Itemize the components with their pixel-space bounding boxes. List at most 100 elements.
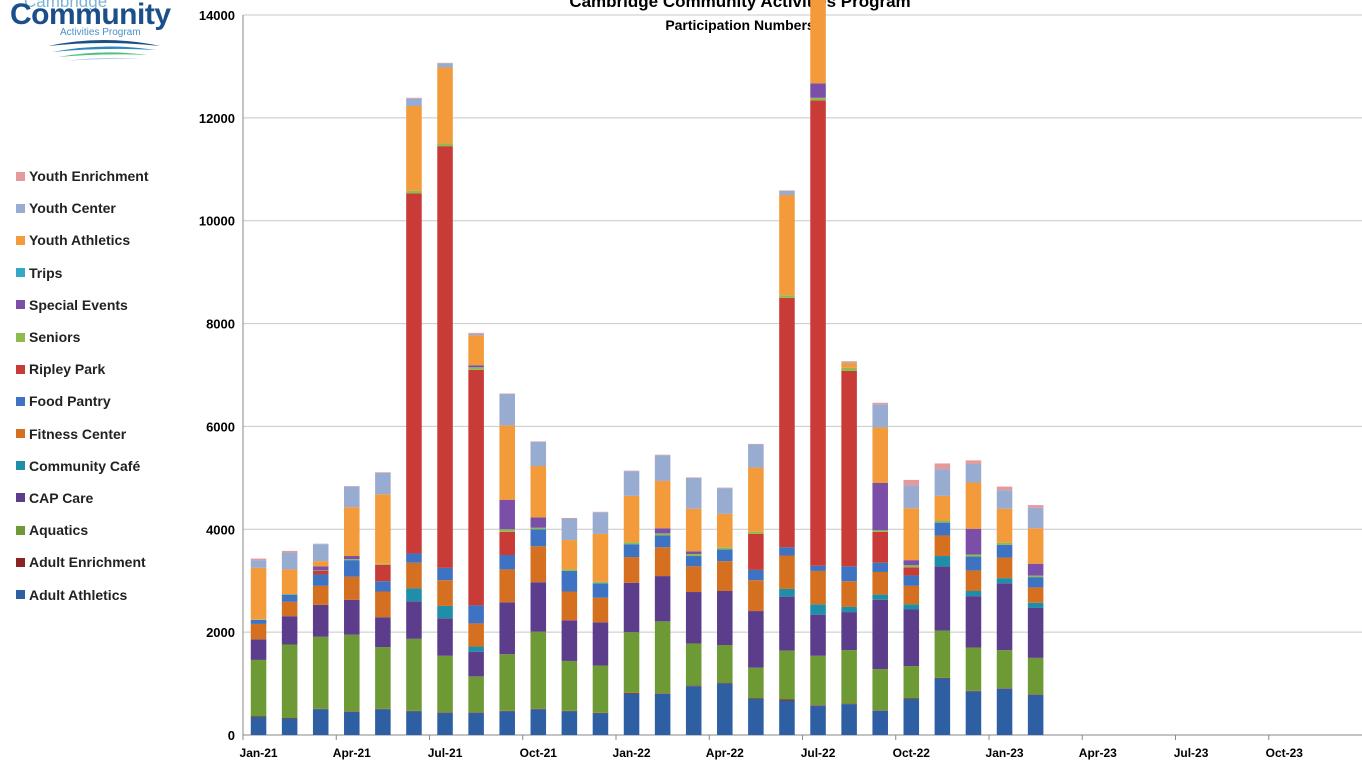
bar-segment-adult-enrichment	[375, 708, 391, 710]
bar-segment-cap-care	[406, 601, 422, 639]
bar-segment-youth-enrichment	[437, 62, 453, 64]
bar-segment-adult-enrichment	[312, 708, 329, 710]
bar-segment-youth-athletics	[903, 508, 920, 561]
bar-segment-cap-care	[437, 618, 453, 656]
legend-swatch	[16, 493, 25, 503]
bar-segment-youth-enrichment	[1027, 505, 1044, 508]
bar-segment-special-events	[810, 83, 826, 98]
bar-segment-food-pantry	[406, 553, 422, 563]
x-tick-label: Jul-21	[428, 746, 463, 760]
bar-segment-aquatics	[406, 638, 422, 711]
bar-segment-ripley-park	[903, 567, 920, 576]
bar-segment-youth-enrichment	[250, 558, 267, 561]
bar-segment-youth-enrichment	[872, 402, 888, 405]
bar-segment-food-pantry	[312, 574, 329, 586]
legend-label: Seniors	[29, 329, 81, 346]
legend-label: Fitness Center	[29, 425, 127, 442]
x-tick-label: Apr-21	[333, 746, 371, 760]
legend-item: Trips	[16, 257, 196, 289]
y-tick-label: 8000	[206, 317, 235, 332]
bar-segment-youth-athletics	[561, 540, 578, 570]
bar-segment-seniors	[530, 527, 547, 530]
chart-legend: Youth Enrichment Youth Center Youth Athlet…	[16, 160, 196, 611]
bar-segment-aquatics	[437, 655, 453, 713]
bar-segment-community-caf-	[996, 578, 1013, 584]
bar-segment-adult-enrichment	[717, 683, 733, 684]
legend-item: Community Café	[16, 450, 196, 482]
bar-segment-food-pantry	[250, 619, 267, 624]
bar-segment-youth-athletics	[685, 508, 702, 552]
x-tick-label: Apr-22	[706, 746, 744, 760]
bar-segment-special-events	[312, 566, 329, 571]
bar-segment-cap-care	[623, 582, 640, 633]
bar-segment-aquatics	[250, 659, 267, 717]
bar-segment-youth-enrichment	[903, 479, 920, 486]
bar-segment-cap-care	[934, 566, 951, 631]
legend-item: Aquatics	[16, 514, 196, 546]
bar-segment-fitness-center	[561, 591, 578, 621]
bar-segment-adult-enrichment	[499, 710, 515, 712]
bar-segment-cap-care	[841, 612, 857, 651]
chart-subtitle: Participation Numbers	[665, 17, 815, 33]
bar-segment-community-caf-	[779, 588, 795, 597]
legend-label: Youth Athletics	[29, 232, 131, 249]
bar-segment-aquatics	[872, 669, 888, 711]
bar-segment-seniors	[623, 542, 640, 545]
legend-item: Seniors	[16, 321, 196, 353]
bar-segment-aquatics	[810, 655, 826, 706]
bar-segment-youth-enrichment	[344, 486, 360, 487]
bar-segment-seniors	[685, 553, 702, 557]
bar-segment-food-pantry	[685, 556, 702, 567]
bar-segment-aquatics	[623, 632, 640, 693]
bar-segment-youth-center	[530, 441, 547, 467]
bar-segment-adult-enrichment	[406, 710, 422, 712]
bar-segment-food-pantry	[965, 556, 982, 571]
bar-segment-seniors	[903, 565, 920, 568]
bar-segment-special-events	[872, 483, 888, 531]
bar-segment-seniors	[437, 143, 453, 147]
bar-segment-ripley-park	[841, 370, 857, 567]
bar-segment-seniors	[1027, 575, 1044, 578]
y-tick-label: 2000	[206, 625, 235, 640]
bar-segment-cap-care	[903, 609, 920, 667]
y-tick-label: 10000	[199, 214, 235, 229]
bar-segment-special-events	[468, 365, 484, 368]
bar-segment-special-events	[530, 517, 547, 528]
bar-segment-community-caf-	[903, 604, 920, 610]
bar-segment-youth-athletics	[996, 508, 1013, 543]
x-tick-label: Oct-21	[520, 746, 558, 760]
bar-segment-youth-center	[499, 394, 515, 426]
bar-segment-fitness-center	[965, 570, 982, 591]
legend-label: Youth Center	[29, 200, 116, 217]
bar-segment-adult-enrichment	[965, 690, 982, 692]
bar-segment-youth-center	[406, 98, 422, 107]
bar-segment-community-caf-	[841, 606, 857, 613]
bar-segment-adult-enrichment	[748, 698, 764, 699]
bar-segment-seniors	[592, 581, 609, 584]
bar-segment-fitness-center	[872, 571, 888, 595]
bar-segment-food-pantry	[592, 583, 609, 598]
bar-segment-food-pantry	[468, 605, 484, 624]
bar-segment-youth-athletics	[748, 467, 764, 532]
bar-segment-special-events	[499, 499, 515, 530]
bar-segment-youth-center	[592, 512, 609, 534]
bar-segment-adult-athletics	[406, 711, 422, 735]
bar-segment-youth-athletics	[934, 495, 951, 521]
bar-segment-youth-center	[903, 485, 920, 509]
legend-item: Youth Enrichment	[16, 160, 196, 192]
bar-segment-aquatics	[344, 634, 360, 712]
bar-segment-youth-center	[934, 469, 951, 496]
bar-segment-adult-athletics	[1027, 694, 1044, 735]
bar-segment-aquatics	[965, 647, 982, 691]
bar-segment-cap-care	[530, 582, 547, 632]
bar-segment-youth-center	[872, 404, 888, 428]
legend-label: Adult Enrichment	[29, 554, 146, 571]
bar-segment-seniors	[965, 554, 982, 557]
bar-segment-adult-enrichment	[281, 718, 298, 719]
bar-segment-youth-athletics	[406, 106, 422, 191]
bar-segment-adult-enrichment	[996, 688, 1013, 689]
bar-segment-cap-care	[561, 620, 578, 661]
bar-segment-youth-athletics	[281, 569, 298, 595]
bar-segment-community-caf-	[965, 591, 982, 597]
bar-segment-aquatics	[903, 666, 920, 699]
